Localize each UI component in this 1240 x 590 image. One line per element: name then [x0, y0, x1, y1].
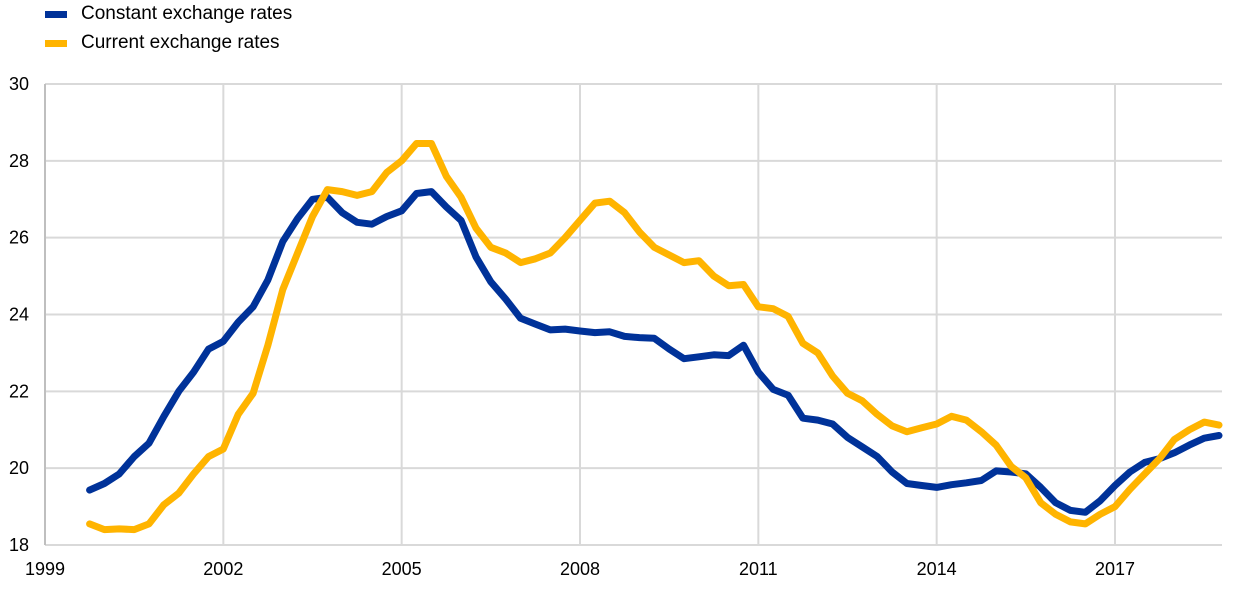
- y-tick-label: 30: [9, 74, 29, 94]
- series-line-current: [86, 140, 1223, 534]
- series-line-constant: [86, 188, 1223, 516]
- x-tick-label: 2014: [917, 559, 957, 579]
- legend-item-constant: Constant exchange rates: [45, 3, 292, 25]
- x-tick-label: 2011: [739, 559, 778, 579]
- y-tick-label: 20: [9, 458, 29, 478]
- legend-label-current: Current exchange rates: [81, 32, 280, 53]
- x-tick-label: 2017: [1095, 559, 1135, 579]
- legend-swatch-current: [45, 39, 67, 47]
- x-tick-label: 2005: [382, 559, 422, 579]
- legend-item-current: Current exchange rates: [45, 32, 280, 54]
- y-tick-label: 22: [9, 381, 29, 401]
- legend-label-constant: Constant exchange rates: [81, 3, 293, 24]
- legend-swatch-constant: [45, 10, 67, 18]
- x-tick-label: 2002: [203, 559, 243, 579]
- x-tick-label: 1999: [25, 559, 65, 579]
- y-tick-label: 18: [9, 535, 29, 555]
- x-tick-label: 2008: [560, 559, 600, 579]
- y-tick-label: 24: [9, 305, 29, 325]
- y-tick-label: 26: [9, 228, 29, 248]
- y-tick-label: 28: [9, 151, 29, 171]
